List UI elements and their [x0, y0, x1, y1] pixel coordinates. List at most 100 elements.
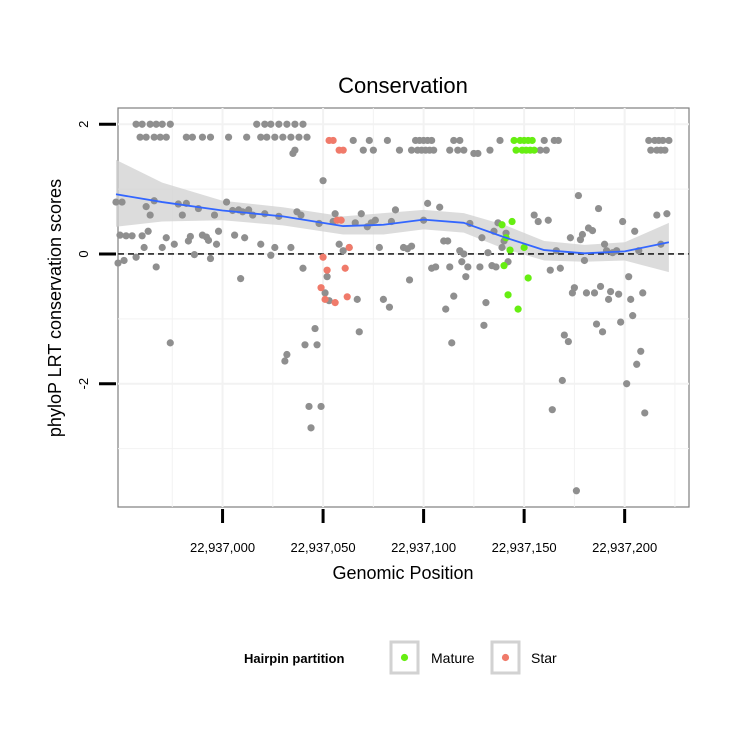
point-other	[114, 259, 122, 267]
legend-swatch-mature	[400, 653, 409, 662]
point-other	[271, 243, 279, 252]
point-mature	[504, 291, 512, 299]
point-other	[600, 240, 609, 248]
point-other	[544, 216, 552, 224]
point-other	[625, 273, 633, 281]
point-other	[637, 347, 645, 355]
point-other	[311, 324, 319, 333]
point-other	[548, 406, 556, 414]
point-other	[442, 305, 450, 313]
point-star	[341, 264, 349, 272]
point-other	[428, 136, 436, 145]
point-other	[186, 232, 194, 241]
point-other	[606, 288, 615, 296]
point-other	[604, 295, 613, 303]
grid	[118, 108, 689, 507]
point-mature	[508, 217, 516, 226]
point-other	[564, 337, 572, 346]
point-other	[261, 120, 269, 128]
point-other	[486, 146, 494, 154]
point-mature	[498, 221, 506, 229]
confidence-ribbon	[115, 159, 669, 273]
point-other	[619, 217, 627, 226]
point-other	[641, 409, 649, 417]
point-other	[554, 136, 562, 145]
point-other	[283, 350, 291, 359]
point-other	[206, 133, 215, 141]
point-other	[190, 251, 199, 259]
point-other	[663, 210, 671, 218]
point-mature	[514, 305, 522, 313]
point-other	[405, 276, 414, 284]
point-star	[345, 243, 353, 252]
x-tick-label: 22,937,100	[391, 540, 456, 555]
legend-title: Hairpin partition	[244, 651, 344, 666]
point-other	[231, 231, 239, 239]
point-other	[590, 289, 599, 297]
point-star	[331, 299, 339, 307]
point-other	[257, 133, 265, 141]
point-other	[287, 243, 295, 252]
point-other	[241, 234, 249, 242]
point-other	[299, 120, 307, 128]
point-other	[355, 328, 363, 336]
point-other	[530, 211, 538, 219]
point-other	[120, 256, 128, 265]
point-other	[198, 133, 207, 141]
point-other	[460, 146, 468, 154]
point-other	[116, 231, 124, 239]
point-other	[158, 120, 166, 128]
point-other	[454, 146, 462, 154]
point-other	[480, 321, 488, 329]
point-other	[592, 320, 601, 328]
point-other	[570, 284, 578, 292]
point-other	[379, 295, 387, 303]
point-other	[212, 240, 221, 248]
point-other	[166, 120, 174, 128]
point-other	[546, 266, 554, 274]
point-other	[299, 264, 307, 272]
point-other	[450, 136, 458, 145]
point-other	[582, 289, 591, 297]
legend-swatch-star	[501, 653, 510, 662]
point-other	[297, 211, 305, 219]
point-other	[146, 120, 154, 128]
smooth-line-layer	[115, 193, 670, 255]
point-other	[492, 263, 500, 271]
point-other	[351, 219, 359, 227]
point-other	[166, 339, 174, 347]
point-other	[353, 295, 361, 303]
point-other	[222, 198, 231, 206]
point-other	[204, 236, 213, 244]
point-other	[580, 256, 589, 265]
point-other	[313, 341, 321, 349]
point-other	[395, 146, 404, 154]
point-other	[291, 120, 299, 128]
y-axis: 2 0 -2	[76, 121, 116, 390]
point-other	[617, 318, 625, 326]
point-other	[496, 136, 504, 145]
point-other	[152, 263, 160, 271]
point-other	[478, 234, 486, 242]
point-other	[257, 240, 265, 248]
smooth-line	[115, 193, 670, 255]
point-other	[150, 133, 158, 141]
x-axis-label: Genomic Position	[332, 563, 473, 583]
point-other	[446, 263, 454, 271]
point-other	[633, 360, 641, 368]
point-other	[596, 282, 605, 291]
x-tick-label: 22,937,150	[492, 540, 557, 555]
point-other	[450, 292, 458, 300]
point-mature	[512, 146, 520, 154]
point-other	[458, 258, 466, 266]
point-other	[498, 243, 506, 252]
point-other	[375, 243, 383, 252]
point-other	[281, 357, 289, 365]
point-other	[267, 251, 275, 259]
point-other	[448, 339, 456, 347]
point-other	[301, 341, 309, 349]
point-other	[307, 424, 315, 432]
point-other	[263, 133, 271, 141]
legend: Hairpin partition Mature Star	[244, 640, 557, 675]
